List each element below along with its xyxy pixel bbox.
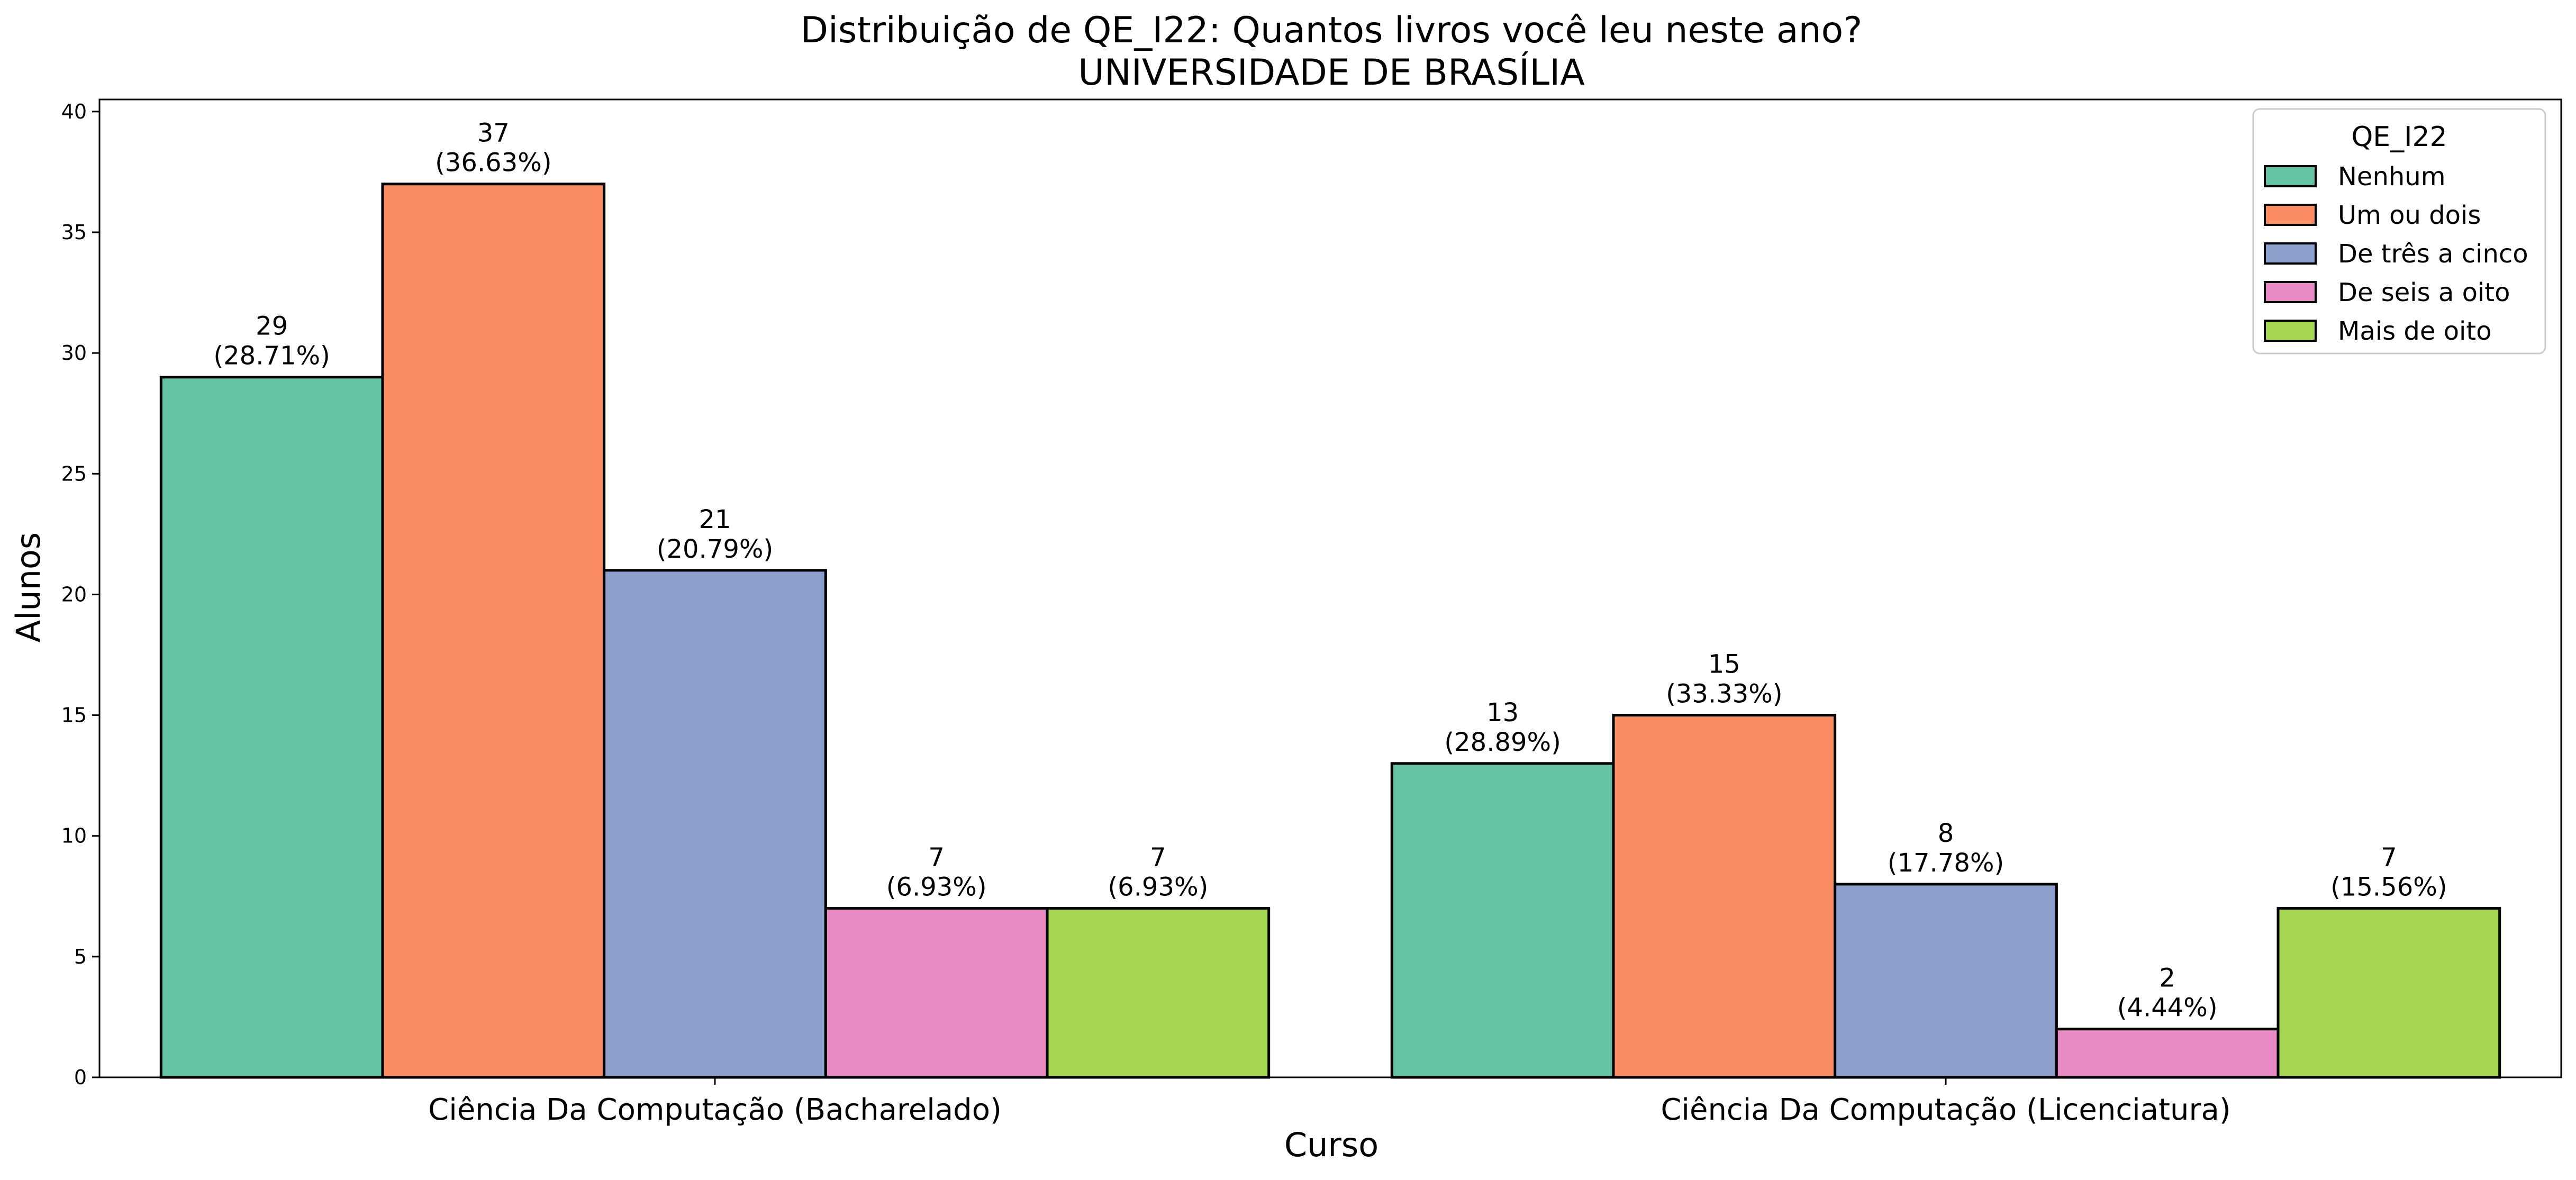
x-tick-label: Ciência Da Computação (Licenciatura) <box>1661 1093 2230 1127</box>
legend-swatch <box>2264 320 2317 342</box>
data-label-percent: (6.93%) <box>886 873 987 902</box>
data-label-percent: (4.44%) <box>2117 993 2218 1023</box>
legend-title: QE_I22 <box>2351 121 2447 153</box>
y-tick-label: 25 <box>61 462 87 485</box>
legend-item-label: De três a cinco <box>2338 239 2528 269</box>
legend-box <box>2252 108 2546 355</box>
bar <box>381 183 606 1079</box>
legend-swatch <box>2264 204 2317 226</box>
y-tick-label: 40 <box>61 100 87 123</box>
bar <box>1834 883 2058 1079</box>
legend: QE_I22 Nenhum Um ou dois De três a cinco De … <box>2252 108 2546 355</box>
legend-item-label: Mais de oito <box>2338 316 2492 346</box>
data-label-percent: (28.71%) <box>213 341 330 371</box>
legend-swatch <box>2264 281 2317 303</box>
data-label-percent: (17.78%) <box>1888 848 2004 878</box>
y-tick-label: 10 <box>61 824 87 848</box>
data-label-value: 13 <box>1486 698 1519 728</box>
data-label-value: 2 <box>2159 964 2175 993</box>
y-tick-label: 30 <box>61 341 87 365</box>
data-label-percent: (15.56%) <box>2330 873 2447 902</box>
bar <box>2055 1028 2280 1079</box>
data-label-value: 37 <box>477 119 510 148</box>
legend-swatch <box>2264 242 2317 265</box>
y-axis-title: Alunos <box>9 532 48 642</box>
bar <box>603 569 827 1079</box>
chart-title: Distribuição de QE_I22: Quantos livros v… <box>801 10 1863 51</box>
data-label-percent: (28.89%) <box>1444 728 1561 757</box>
legend-item-label: Um ou dois <box>2338 201 2481 230</box>
legend-swatch <box>2264 165 2317 187</box>
x-tick-label: Ciência Da Computação (Bacharelado) <box>428 1093 1002 1127</box>
data-label-percent: (33.33%) <box>1666 679 1782 709</box>
data-label-value: 29 <box>256 312 288 341</box>
plot-area: 051015202530354029(28.71%)37(36.63%)21(2… <box>61 98 2562 1127</box>
y-tick-label: 0 <box>74 1066 87 1089</box>
data-label-percent: (6.93%) <box>1108 873 1208 902</box>
plot-frame <box>98 98 2562 1078</box>
data-label-value: 7 <box>928 843 945 873</box>
y-tick-label: 5 <box>74 945 87 968</box>
data-label-percent: (36.63%) <box>435 148 551 178</box>
data-label-value: 21 <box>699 505 731 534</box>
legend-item-label: Nenhum <box>2338 162 2445 192</box>
y-tick-label: 15 <box>61 704 87 727</box>
bar <box>1390 762 1615 1079</box>
data-label-value: 7 <box>1150 843 1166 873</box>
chart-subtitle: UNIVERSIDADE DE BRASÍLIA <box>1078 51 1585 94</box>
bar <box>159 376 384 1079</box>
data-label-value: 15 <box>1708 650 1740 679</box>
bar <box>1046 907 1271 1079</box>
bar <box>824 907 1049 1079</box>
bar <box>1612 714 1837 1079</box>
data-label-value: 8 <box>1938 819 1954 848</box>
y-tick-label: 20 <box>61 583 87 606</box>
x-axis-title: Curso <box>1284 1125 1378 1164</box>
legend-item-label: De seis a oito <box>2338 278 2510 307</box>
y-tick-label: 35 <box>61 221 87 244</box>
data-label-value: 7 <box>2381 843 2397 873</box>
data-label-percent: (20.79%) <box>657 534 773 564</box>
bar <box>2276 907 2501 1079</box>
